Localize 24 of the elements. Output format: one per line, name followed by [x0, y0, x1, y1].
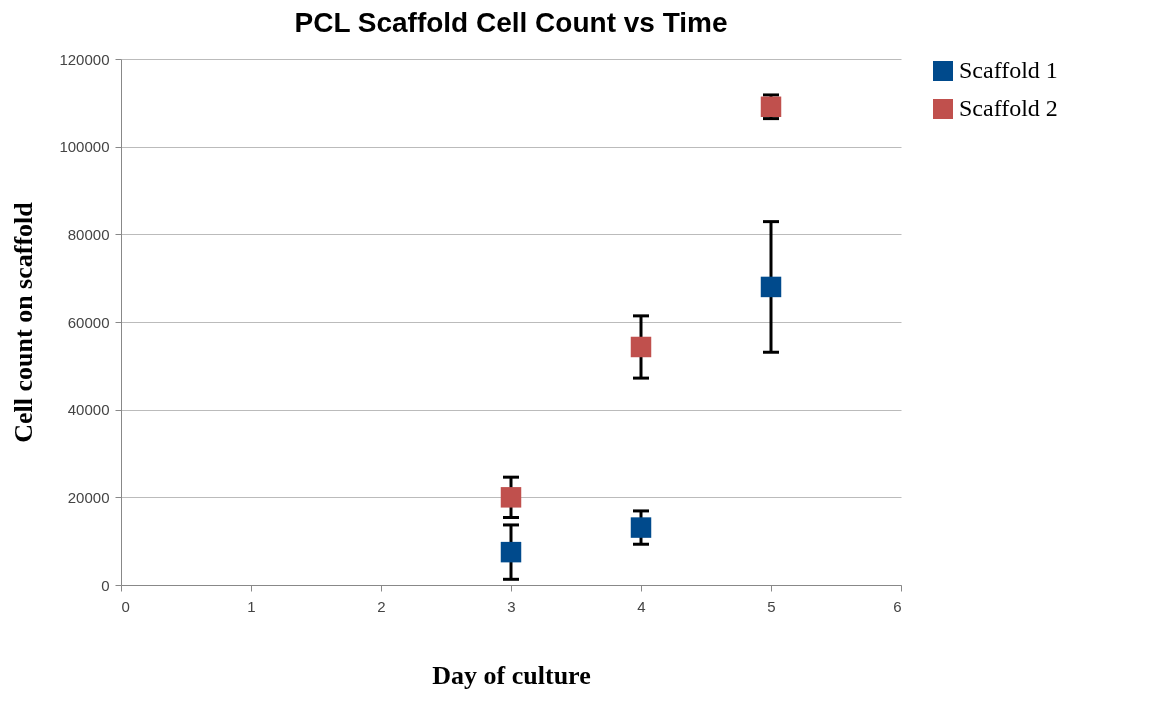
x-tick-label: 6	[893, 597, 902, 615]
chart-title: PCL Scaffold Cell Count vs Time	[294, 7, 728, 38]
y-tick-label: 80000	[67, 225, 110, 243]
x-tick-label: 5	[767, 597, 776, 615]
point	[500, 487, 522, 508]
point	[630, 336, 652, 358]
point	[630, 517, 652, 538]
y-tick-label: 100000	[59, 138, 110, 156]
legend-label: Scaffold 2	[959, 95, 1058, 121]
x-tick-label: 0	[121, 597, 130, 615]
y-axis-title: Cell count on scaffold	[9, 201, 39, 443]
legend-label: Scaffold 1	[959, 57, 1058, 83]
y-tick-label: 60000	[67, 313, 110, 331]
point	[760, 276, 782, 298]
x-axis-title: Day of culture	[432, 660, 591, 690]
y-tick-label: 20000	[67, 488, 110, 506]
x-tick-label: 2	[377, 597, 386, 615]
x-tick-label: 1	[247, 597, 256, 615]
point	[500, 541, 522, 563]
y-tick-label: 40000	[67, 401, 110, 419]
x-tick-label: 3	[507, 597, 516, 615]
x-tick-label: 4	[637, 597, 646, 615]
y-tick-label: 120000	[59, 50, 110, 68]
y-tick-label: 0	[101, 576, 110, 594]
